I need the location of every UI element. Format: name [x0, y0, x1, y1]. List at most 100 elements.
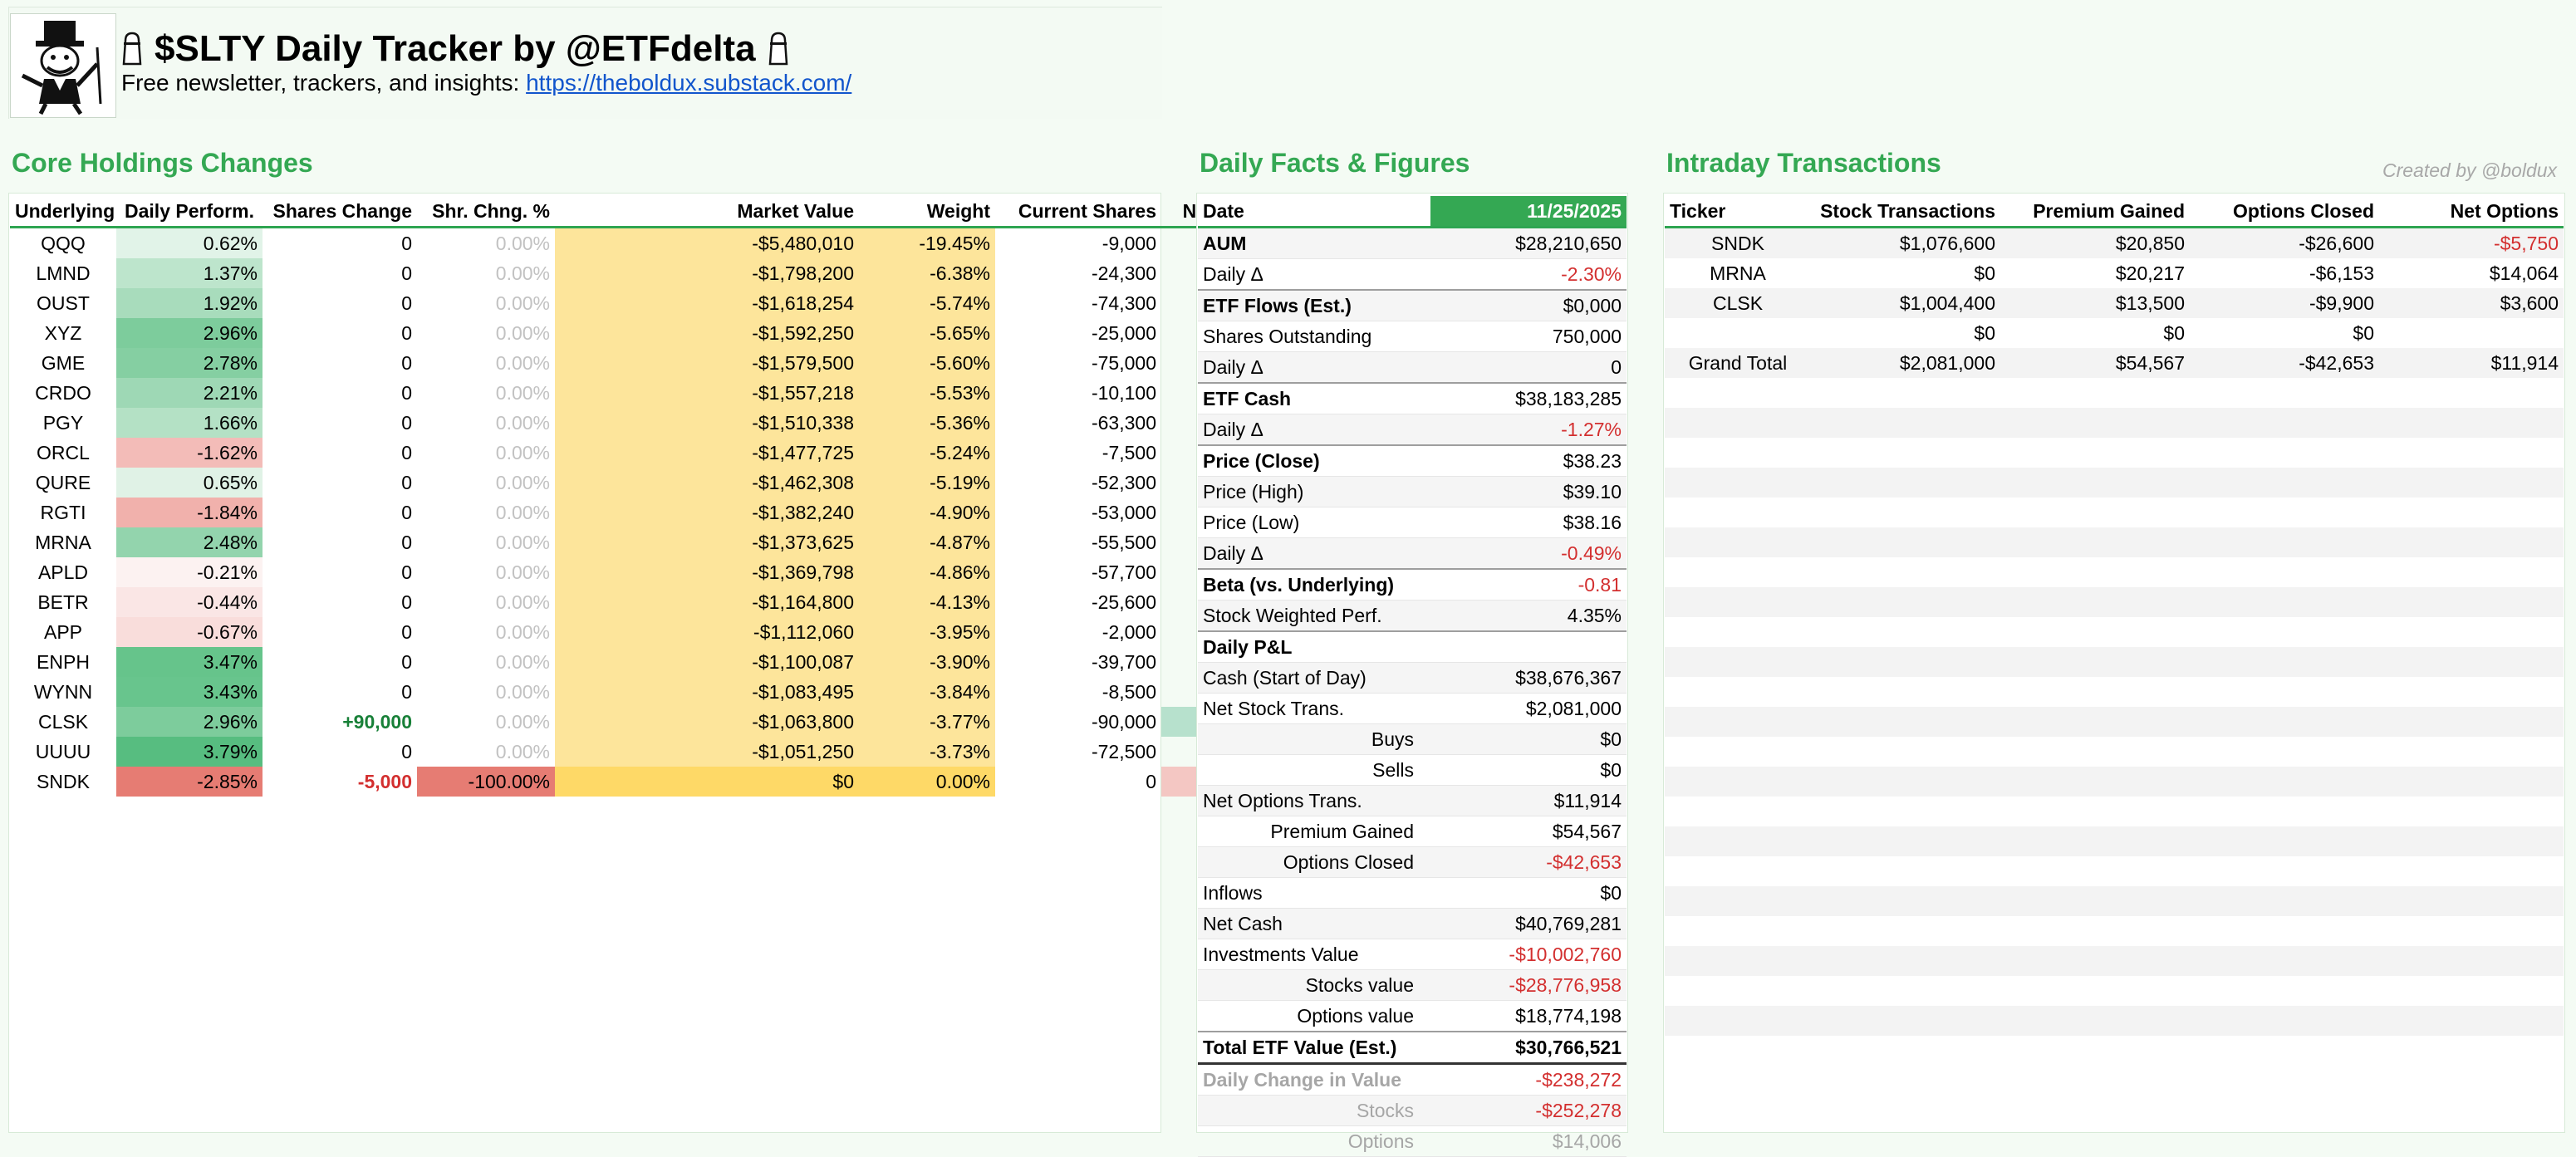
- shares-change-cell: 0: [401, 292, 412, 314]
- col-market-value[interactable]: Market Value: [555, 196, 859, 228]
- table-row[interactable]: QQQ0.62%00.00%-$5,480,010-19.45%-9,000N/…: [10, 227, 1296, 258]
- table-row[interactable]: PGY1.66%00.00%-$1,510,338-5.36%-63,300N/…: [10, 408, 1296, 438]
- facts-title: Daily Facts & Figures: [1200, 148, 1470, 178]
- table-row[interactable]: APP-0.67%00.00%-$1,112,060-3.95%-2,000N/…: [10, 617, 1296, 647]
- perf-cell: -0.44%: [116, 587, 263, 617]
- market-value-cell: -$1,477,725: [555, 438, 859, 468]
- fact-row: Investments Value -$10,002,760: [1198, 939, 1627, 970]
- ticker-cell: RGTI: [40, 501, 86, 523]
- stock-transactions-cell: $0: [1811, 258, 2000, 288]
- fact-value: $28,210,650: [1430, 226, 1627, 259]
- current-shares-cell: -9,000: [1102, 232, 1156, 254]
- table-row[interactable]: APLD -0.21% 0 0.00% -$1,369,798 -4.86% -57,700…: [10, 557, 1296, 587]
- fact-row: Options value $18,774,198: [1198, 1000, 1627, 1032]
- empty-cell: [1665, 527, 1811, 557]
- col-options-closed[interactable]: Options Closed: [2190, 196, 2379, 228]
- newsletter-link[interactable]: https://theboldux.substack.com/: [526, 70, 852, 96]
- table-row[interactable]: ENPH3.47%00.00%-$1,100,087-3.90%-39,700N…: [10, 647, 1296, 677]
- market-value-cell: -$1,462,308: [555, 468, 859, 498]
- empty-cell: [1811, 498, 2000, 527]
- market-value-cell: -$1,164,800: [555, 587, 859, 617]
- table-row[interactable]: $0 $0 $0: [1665, 318, 2564, 348]
- empty-cell: [1811, 946, 2000, 976]
- table-row[interactable]: Grand Total $2,081,000 $54,567 -$42,653 $11,…: [1665, 348, 2564, 378]
- stock-transactions-cell: $1,076,600: [1811, 227, 2000, 258]
- col-stock-transactions[interactable]: Stock Transactions: [1811, 196, 2000, 228]
- table-row[interactable]: MRNA $0 $20,217 -$6,153 $14,064: [1665, 258, 2564, 288]
- market-value-cell: -$1,051,250: [555, 737, 859, 767]
- shr-chng-pct-cell: 0.00%: [495, 232, 550, 254]
- market-value-cell: -$5,480,010: [555, 227, 859, 258]
- perf-cell: -0.67%: [116, 617, 263, 647]
- col-ticker[interactable]: Ticker: [1665, 196, 1811, 228]
- fact-row: Net Stock Trans. $2,081,000: [1198, 693, 1627, 724]
- col-premium-gained[interactable]: Premium Gained: [2000, 196, 2190, 228]
- table-row[interactable]: LMND1.37%00.00%-$1,798,200-6.38%-24,300N…: [10, 258, 1296, 288]
- empty-cell: [2190, 677, 2379, 707]
- col-net-options[interactable]: Net Options: [2379, 196, 2564, 228]
- empty-row: [1665, 826, 2564, 856]
- table-row[interactable]: CLSK $1,004,400 $13,500 -$9,900 $3,600: [1665, 288, 2564, 318]
- shr-chng-pct-cell: 0.00%: [495, 591, 550, 613]
- table-row[interactable]: XYZ2.96%00.00%-$1,592,250-5.65%-25,000N/…: [10, 318, 1296, 348]
- fact-row: Daily Change in Value -$238,272: [1198, 1063, 1627, 1096]
- table-row[interactable]: CRDO2.21%00.00%-$1,557,218-5.53%-10,100N…: [10, 378, 1296, 408]
- table-row[interactable]: MRNA2.48%00.00%-$1,373,625-4.87%-55,500N…: [10, 527, 1296, 557]
- table-row[interactable]: OUST1.92%00.00%-$1,618,254-5.74%-74,300N…: [10, 288, 1296, 318]
- fact-row: Sells $0: [1198, 754, 1627, 786]
- col-shr-chng-pct[interactable]: Shr. Chng. %: [417, 196, 555, 228]
- fact-label: Investments Value: [1198, 939, 1430, 970]
- perf-cell: 2.96%: [116, 707, 263, 737]
- fact-value: -$252,278: [1430, 1095, 1627, 1126]
- empty-cell: [2190, 498, 2379, 527]
- fact-label: Price (Low): [1198, 507, 1430, 538]
- options-closed-cell: $0: [2190, 318, 2379, 348]
- table-row[interactable]: ORCL-1.62%00.00%-$1,477,725-5.24%-7,500N…: [10, 438, 1296, 468]
- empty-cell: [2190, 647, 2379, 677]
- shr-chng-pct-cell: 0.00%: [495, 501, 550, 523]
- empty-cell: [2000, 916, 2190, 946]
- table-row[interactable]: SNDK-2.85%-5,000-100.00%$00.00%0Closed: [10, 767, 1296, 797]
- table-row[interactable]: SNDK $1,076,600 $20,850 -$26,600 -$5,750: [1665, 227, 2564, 258]
- empty-cell: [1811, 886, 2000, 916]
- weight-cell: -3.90%: [859, 647, 995, 677]
- empty-cell: [1811, 707, 2000, 737]
- ticker-cell: WYNN: [33, 680, 93, 703]
- empty-cell: [1665, 946, 1811, 976]
- empty-row: [1665, 767, 2564, 797]
- empty-cell: [1811, 438, 2000, 468]
- shr-chng-pct-cell: 0.00%: [495, 710, 550, 733]
- col-weight[interactable]: Weight: [859, 196, 995, 228]
- empty-cell: [1811, 647, 2000, 677]
- fact-value: 4.35%: [1430, 600, 1627, 632]
- table-row[interactable]: QURE0.65%00.00%-$1,462,308-5.19%-52,300N…: [10, 468, 1296, 498]
- empty-cell: [2379, 438, 2564, 468]
- fact-value: $18,774,198: [1430, 1000, 1627, 1032]
- current-shares-cell: -57,700: [1091, 561, 1156, 583]
- empty-row: [1665, 797, 2564, 826]
- net-options-cell: $11,914: [2379, 348, 2564, 378]
- table-row[interactable]: CLSK 2.96% +90,000 0.00% -$1,063,800 -3.77% -9…: [10, 707, 1296, 737]
- empty-cell: [2000, 468, 2190, 498]
- fact-label: Cash (Start of Day): [1198, 662, 1430, 694]
- shares-change-cell: 0: [401, 441, 412, 463]
- table-row[interactable]: GME2.78%00.00%-$1,579,500-5.60%-75,000N/…: [10, 348, 1296, 378]
- table-row[interactable]: UUUU3.79%00.00%-$1,051,250-3.73%-72,500N…: [10, 737, 1296, 767]
- current-shares-cell: -10,100: [1091, 381, 1156, 404]
- col-underlying[interactable]: Underlying: [10, 196, 116, 228]
- table-row[interactable]: BETR -0.44% 0 0.00% -$1,164,800 -4.13% -25,600…: [10, 587, 1296, 617]
- col-daily-perform[interactable]: Daily Perform.: [116, 196, 263, 228]
- fact-value: 750,000: [1430, 321, 1627, 352]
- col-current-shares[interactable]: Current Shares: [995, 196, 1161, 228]
- shares-change-cell: 0: [401, 351, 412, 374]
- date-value[interactable]: 11/25/2025: [1430, 196, 1627, 228]
- empty-cell: [1665, 557, 1811, 587]
- col-shares-change[interactable]: Shares Change: [263, 196, 417, 228]
- empty-cell: [2190, 408, 2379, 438]
- empty-cell: [1811, 1036, 2000, 1066]
- weight-cell: -6.38%: [859, 258, 995, 288]
- net-options-cell: [2379, 318, 2564, 348]
- empty-row: [1665, 527, 2564, 557]
- table-row[interactable]: RGTI -1.84% 0 0.00% -$1,382,240 -4.90% -53,000…: [10, 498, 1296, 527]
- table-row[interactable]: WYNN3.43%00.00%-$1,083,495-3.84%-8,500N/…: [10, 677, 1296, 707]
